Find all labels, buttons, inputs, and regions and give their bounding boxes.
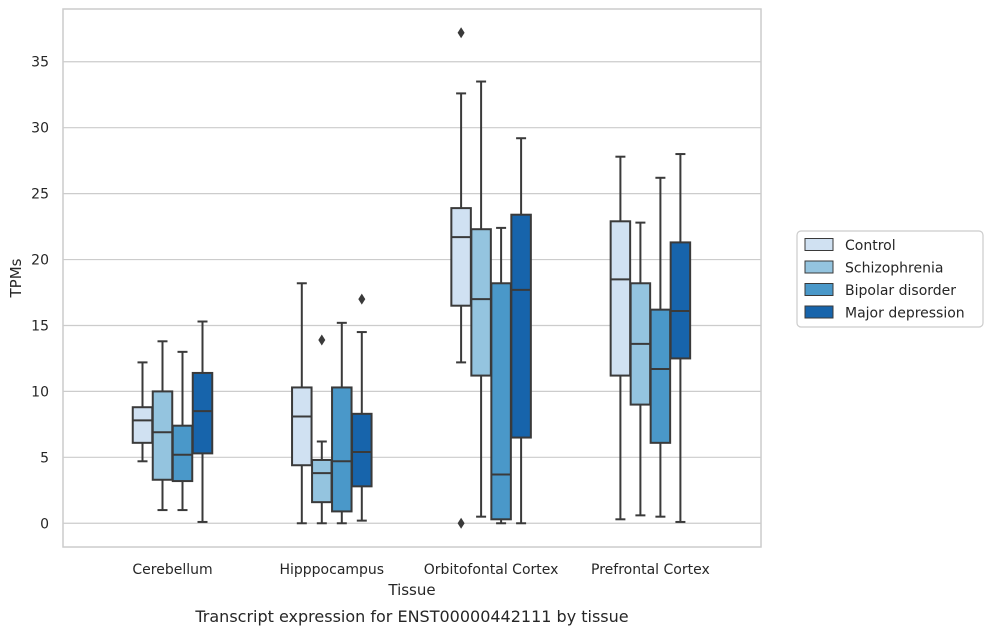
legend-swatch [804,305,834,319]
box-0-0 [131,361,154,463]
box-body [151,390,174,481]
box-body [609,220,632,377]
y-tick-label: 35 [31,55,49,71]
x-tick-label: Orbitofontal Cortex [424,562,559,578]
legend: Control Schizophrenia Bipolar disorder Majo… [796,230,984,328]
legend-frame [796,230,984,328]
box-1-0 [291,282,313,525]
box-body [351,412,373,488]
box-0-3 [191,320,214,523]
x-tick-label: Prefrontal Cortex [591,562,710,578]
box-3-3 [669,153,692,523]
legend-label: Bipolar disorder [845,283,956,299]
legend-swatch [804,283,834,296]
box-2-0 [450,27,472,529]
box-3-0 [609,155,632,521]
box-1-1 [311,334,333,525]
outlier-point [457,517,465,529]
box-3-1 [629,221,652,517]
legend-label: Schizophrenia [845,261,943,277]
y-tick-label: 5 [40,450,49,466]
y-tick-label: 20 [31,253,49,269]
box-body [470,228,492,377]
y-tick-label: 25 [31,187,49,203]
legend-swatch [804,238,834,251]
box-0-1 [151,340,174,512]
x-tick-label: Cerebellum [132,562,212,578]
box-body [510,213,532,439]
y-axis-label: TPMs [7,258,25,298]
y-tick-label: 15 [31,318,49,334]
legend-label: Major depression [845,306,965,322]
box-body [291,386,313,467]
box-2-1 [470,80,492,518]
box-body [331,386,353,513]
box-body [131,406,154,444]
y-axis-ticks: 0 5 10 15 20 25 30 35 [31,55,49,533]
box-0-2 [171,350,194,512]
outlier-point [318,334,326,346]
box-body [191,371,214,455]
y-tick-label: 10 [31,384,49,400]
y-tick-label: 0 [40,516,49,532]
box-body [450,207,472,307]
legend-swatch [804,260,834,274]
x-axis-ticks: Cerebellum Hipppocampus Orbitofontal Corte… [132,562,709,578]
box-body [171,424,194,483]
box-body [649,308,672,444]
plot-frame [62,8,762,548]
y-tick-label: 30 [31,121,49,137]
outlier-point [358,293,366,305]
outlier-point [457,27,465,39]
x-axis-label: Tissue [387,581,435,599]
box-3-2 [649,176,672,518]
boxes-layer [131,27,692,529]
chart-caption: Transcript expression for ENST0000044211… [194,607,628,626]
legend-label: Control [845,238,896,254]
box-2-3 [510,137,532,525]
x-tick-label: Hipppocampus [279,562,384,578]
box-body [490,282,512,521]
box-1-2 [331,321,353,525]
box-2-2 [490,226,512,525]
box-body [669,241,692,360]
box-body [311,458,333,504]
box-1-3 [351,293,373,522]
